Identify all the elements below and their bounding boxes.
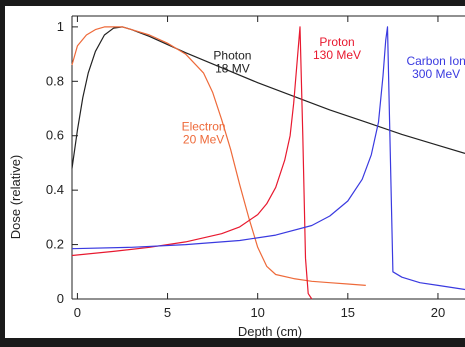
series-group: [71, 26, 465, 300]
annotation-line: 300 MeV: [412, 67, 460, 81]
top-border-strip: [0, 0, 465, 6]
ticks-group: 0 5 10 15 20 0 0.2 0.4 0.6 0.8 1: [46, 16, 445, 320]
series-line-1: [71, 26, 366, 286]
annotation-line: 20 MeV: [183, 132, 224, 146]
annotation-line: 18 MV: [215, 62, 250, 76]
x-tick-label: 5: [164, 305, 171, 320]
x-tick-label: 20: [431, 305, 445, 320]
y-tick-label: 0: [57, 291, 64, 306]
y-tick-label: 1: [57, 19, 64, 34]
series-annotation-3: Carbon Ion 300 MeV: [406, 54, 465, 81]
bottom-border-strip: [0, 338, 465, 342]
annotation-line: Carbon Ion: [406, 54, 465, 68]
series-annotation-2: Proton 130 MeV: [313, 35, 361, 62]
y-tick-label: 0.8: [46, 73, 64, 88]
annotation-line: Proton: [319, 35, 354, 49]
series-annotation-1: Electron 20 MeV: [182, 119, 226, 146]
x-tick-label: 0: [74, 305, 81, 320]
annotation-group: Photon 18 MV Electron 20 MeV Proton 130 MeV Ca…: [182, 35, 465, 146]
series-line-2: [71, 26, 313, 300]
series-line-3: [71, 26, 465, 291]
y-axis-label: Dose (relative): [8, 155, 23, 240]
y-tick-label: 0.6: [46, 128, 64, 143]
series-annotation-0: Photon 18 MV: [213, 49, 251, 76]
x-tick-label: 10: [250, 305, 264, 320]
annotation-line: 130 MeV: [313, 48, 361, 62]
annotation-line: Electron: [182, 119, 226, 133]
series-line-0: [71, 26, 465, 169]
x-axis-label: Depth (cm): [238, 324, 302, 339]
y-tick-label: 0.4: [46, 182, 64, 197]
x-tick-label: 15: [341, 305, 355, 320]
annotation-line: Photon: [213, 49, 251, 63]
y-tick-label: 0.2: [46, 237, 64, 252]
left-border-strip: [0, 0, 5, 342]
